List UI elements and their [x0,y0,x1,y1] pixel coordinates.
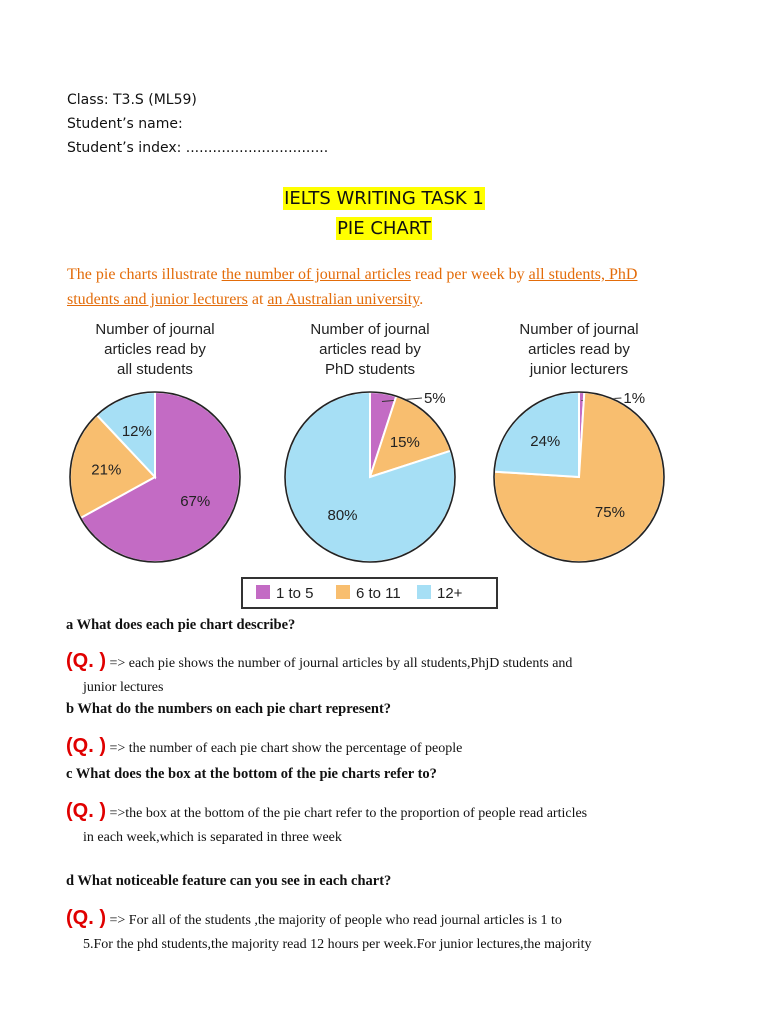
question-c: c What does the box at the bottom of the… [66,766,437,782]
legend-label: 12+ [437,585,463,602]
intro-underline-2: all students, PhD students and junior le… [67,266,638,308]
answer-c: (Q. ) =>the box at the bottom of the pie… [66,799,706,850]
pie-charts-figure: Number of journal articles read by all stu… [62,316,682,616]
question-a: a What does each pie chart describe? [66,617,296,633]
answer-tag: (Q. ) [66,800,106,822]
intro-text-1: The pie charts illustrate [67,266,222,283]
chart-1-outline [69,391,241,563]
question-b: b What do the numbers on each pie chart … [66,701,392,717]
answer-a-line-1: => each pie shows the number of journal … [106,656,573,671]
chart-2-title-line: articles read by [319,341,421,358]
answer-d-line-1: => For all of the students ,the majority… [106,913,562,928]
chart-3-data-label: 24% [530,433,560,450]
chart-3-title-line: Number of journal [519,321,638,338]
intro-text-4: . [419,291,424,308]
chart-2-outline [284,391,456,563]
legend-label: 6 to 11 [356,585,401,602]
chart-2-data-label: 15% [390,434,420,451]
answer-b: (Q. ) => the number of each pie chart sh… [66,734,706,761]
answer-a-line-2: junior lectures [83,680,164,695]
answer-b-line-1: => the number of each pie chart show the… [106,741,463,756]
chart-3-outline [493,391,665,563]
chart-1-data-label: 21% [91,461,121,478]
intro-paragraph: The pie charts illustrate the number of … [67,262,687,312]
answer-c-line-1: =>the box at the bottom of the pie chart… [106,806,588,821]
answer-tag: (Q. ) [66,907,106,929]
class-label: Class: T3.S (ML59) [67,92,197,108]
student-index-label: Student’s index: .......................… [67,140,329,156]
answer-d-line-2: 5.For the phd students,the majority read… [83,937,592,952]
chart-1-title-line: articles read by [104,341,206,358]
answer-c-line-2: in each week,which is separated in three… [83,830,342,845]
title-line-2: PIE CHART [336,217,432,240]
chart-3-data-label: 1% [623,390,645,407]
legend-swatch [336,585,350,599]
student-header: Class: T3.S (ML59) Student’s name: Stude… [67,88,328,160]
chart-1-data-label: 67% [180,493,210,510]
chart-3-title-line: articles read by [528,341,630,358]
chart-2-title-line: PhD students [325,361,415,378]
chart-1-title-line: all students [117,361,193,378]
pie-charts-svg: Number of journal articles read by all stu… [69,321,666,609]
answer-tag: (Q. ) [66,735,106,757]
answer-a: (Q. ) => each pie shows the number of jo… [66,649,706,700]
intro-underline-3: an Australian university [267,291,420,308]
question-d: d What noticeable feature can you see in… [66,873,392,889]
chart-3-data-label: 75% [595,504,625,521]
legend-swatch [417,585,431,599]
student-name-label: Student’s name: [67,116,183,132]
answer-tag: (Q. ) [66,650,106,672]
legend-label: 1 to 5 [276,585,314,602]
chart-2-data-label: 80% [328,507,358,524]
page-title: IELTS WRITING TASK 1 PIE CHART [0,184,768,244]
intro-underline-1: the number of journal articles [221,266,411,283]
answer-d: (Q. ) => For all of the students ,the ma… [66,906,706,957]
intro-text-3: at [247,291,268,308]
legend-box [241,577,498,609]
chart-3-title-line: junior lecturers [529,361,628,378]
chart-1-title-line: Number of journal [95,321,214,338]
title-line-1: IELTS WRITING TASK 1 [283,187,485,210]
intro-text-2: read per week by [410,266,529,283]
chart-2-data-label: 5% [424,390,446,407]
chart-1-data-label: 12% [122,423,152,440]
legend-swatch [256,585,270,599]
chart-2-title-line: Number of journal [310,321,429,338]
